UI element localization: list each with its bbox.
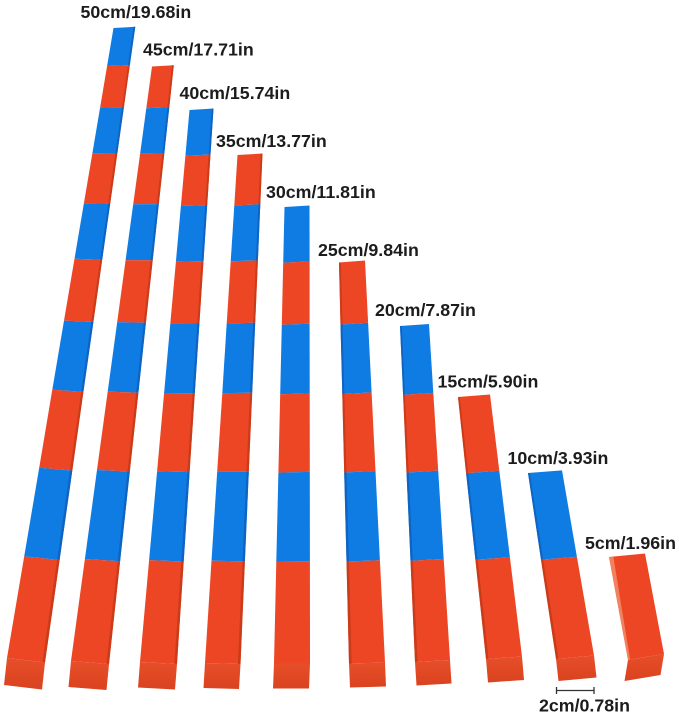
svg-text:15cm/5.90in: 15cm/5.90in	[438, 372, 539, 392]
svg-text:45cm/17.71in: 45cm/17.71in	[143, 40, 254, 60]
svg-text:2cm/0.78in: 2cm/0.78in	[539, 696, 630, 716]
svg-text:25cm/9.84in: 25cm/9.84in	[318, 240, 419, 260]
svg-text:35cm/13.77in: 35cm/13.77in	[216, 131, 327, 151]
svg-text:30cm/11.81in: 30cm/11.81in	[266, 182, 376, 202]
svg-text:10cm/3.93in: 10cm/3.93in	[508, 448, 609, 468]
svg-text:50cm/19.68in: 50cm/19.68in	[81, 2, 192, 22]
svg-text:20cm/7.87in: 20cm/7.87in	[375, 300, 476, 320]
svg-text:40cm/15.74in: 40cm/15.74in	[180, 83, 291, 103]
svg-text:5cm/1.96in: 5cm/1.96in	[585, 533, 676, 553]
